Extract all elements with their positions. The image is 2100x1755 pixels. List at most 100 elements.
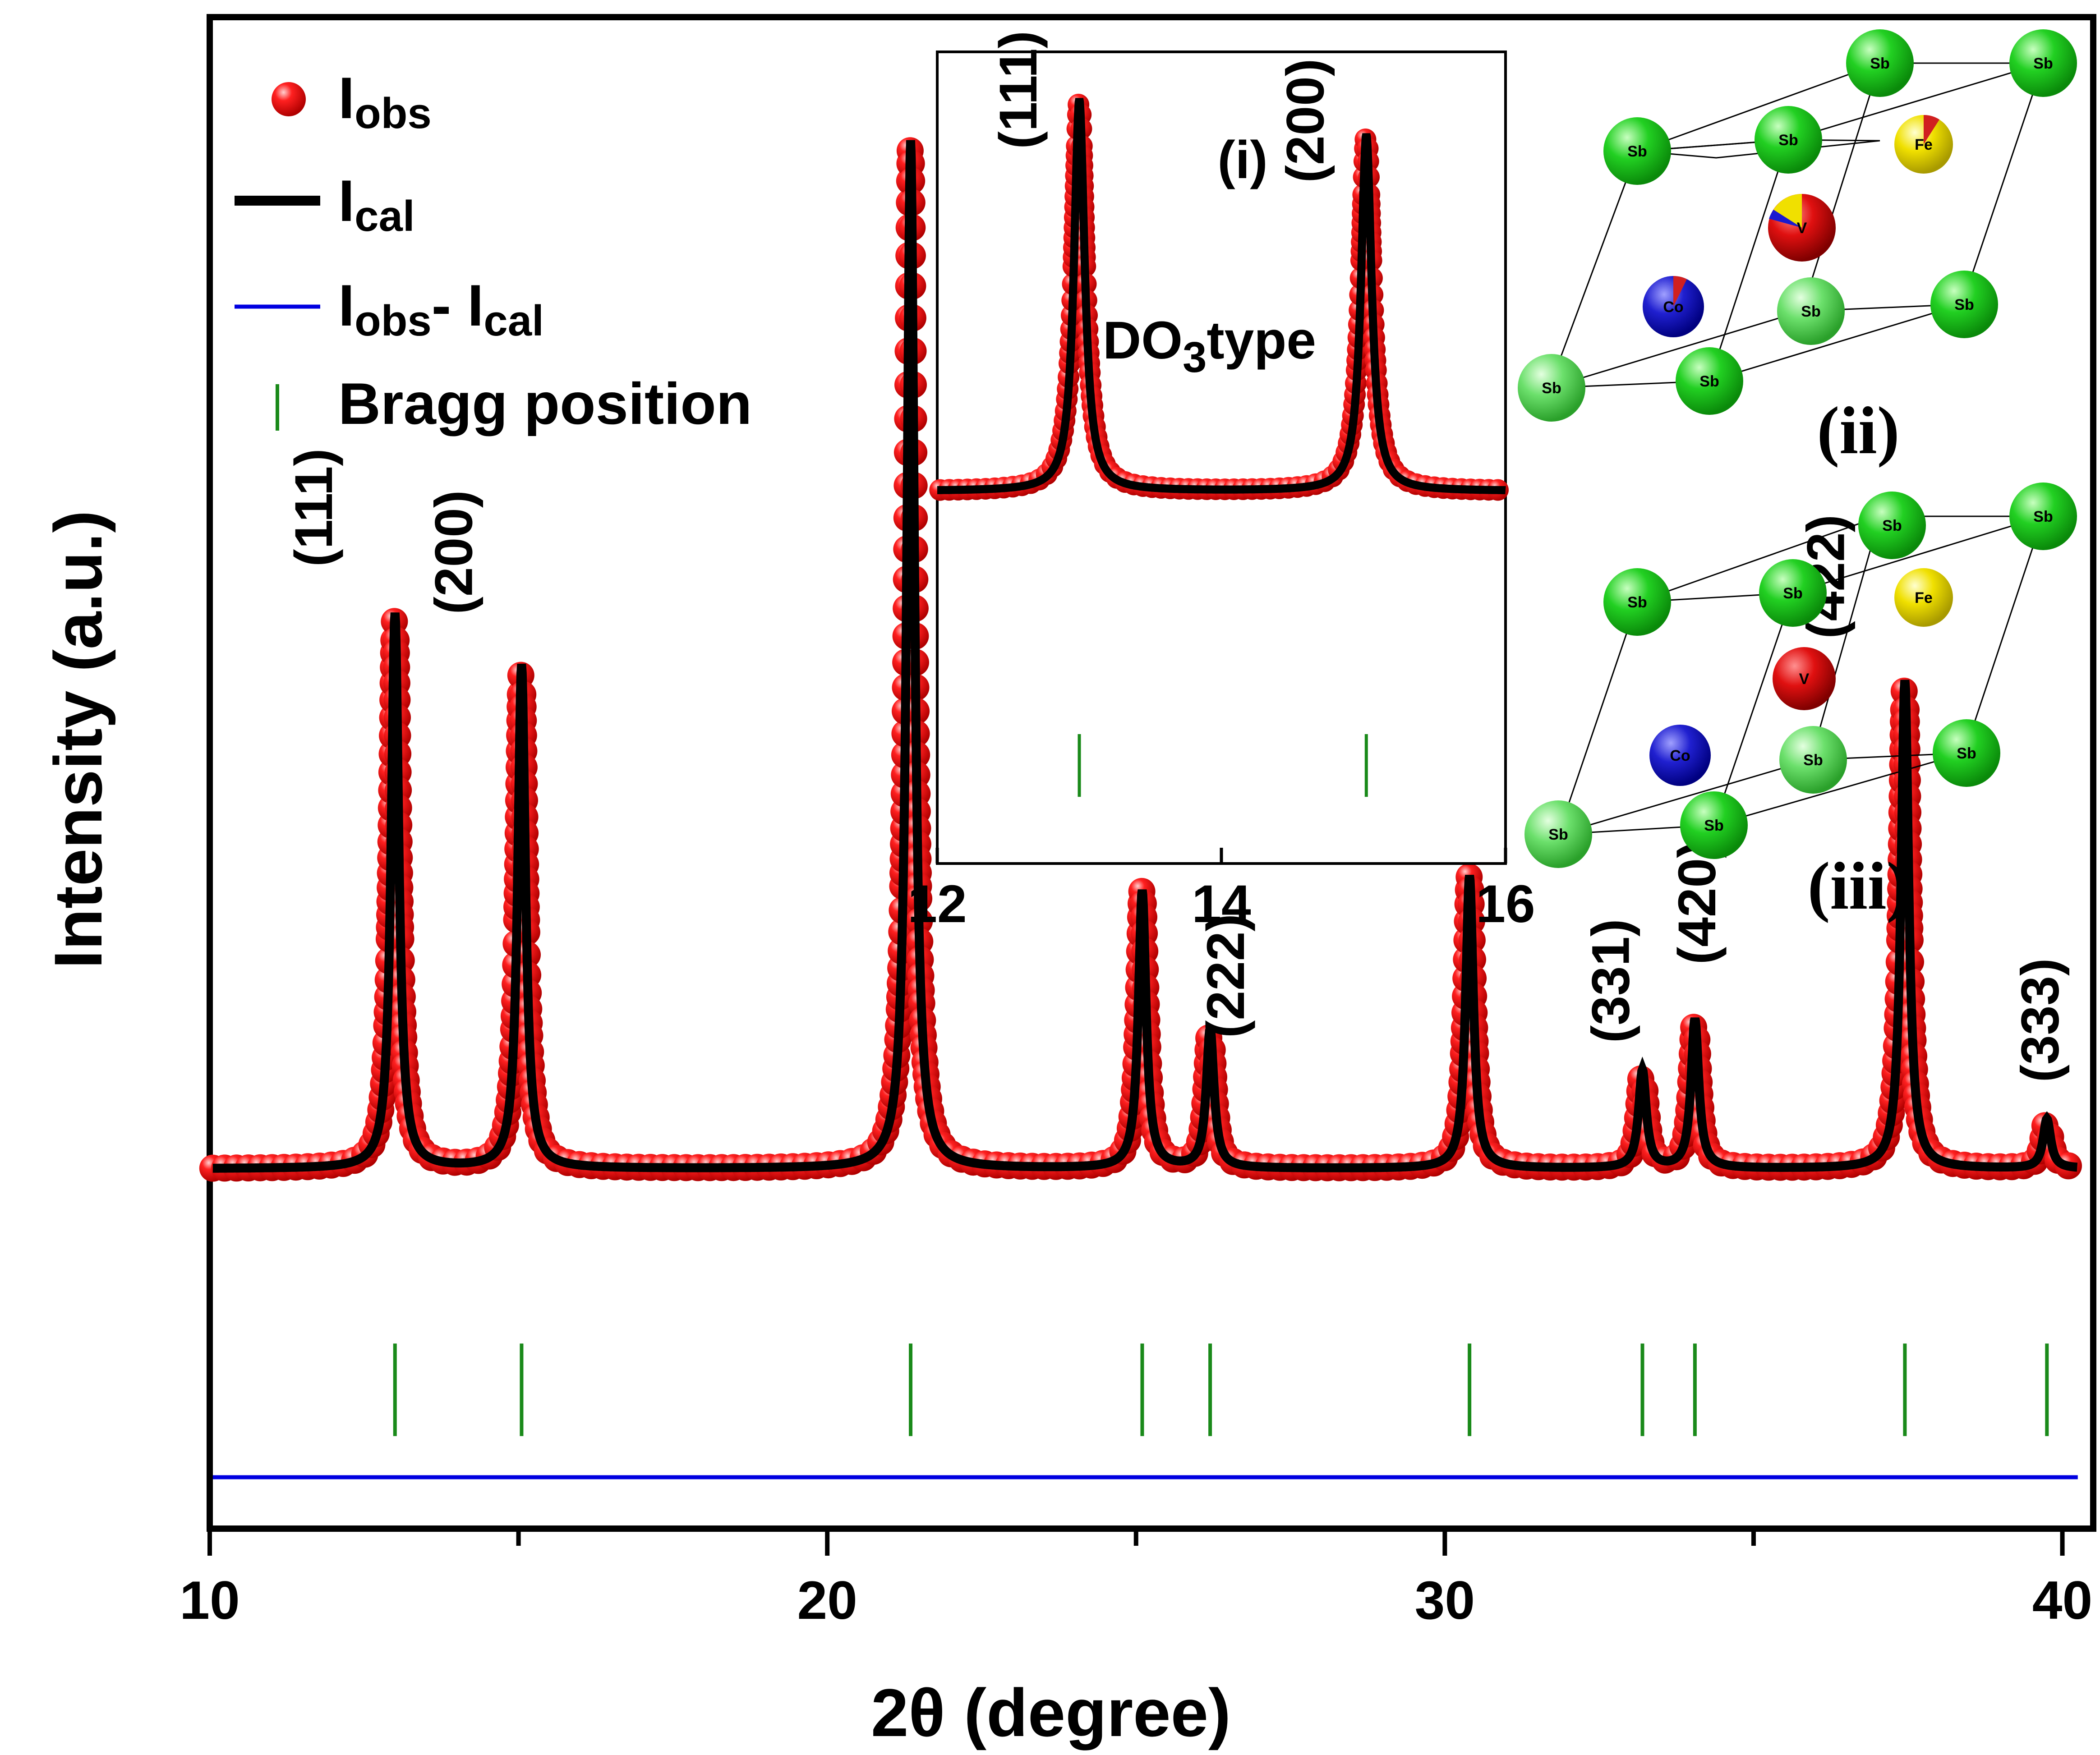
site-fraction-wedge-icon xyxy=(1924,115,1939,144)
inset-calculated-line xyxy=(937,98,1506,495)
peak-hkl-label: (333) xyxy=(2010,958,2070,1082)
atom-label: Sb xyxy=(1627,594,1647,611)
sphere-icon xyxy=(1894,568,1953,627)
atom-sb: Sb xyxy=(1680,791,1748,859)
peak-hkl-label: (111) xyxy=(284,448,344,566)
sphere-icon xyxy=(1676,347,1743,415)
inset-background xyxy=(937,52,1506,864)
sphere-icon xyxy=(1777,277,1845,345)
inset-panel: 12 14 16 (111) (200) (i) DO3type xyxy=(907,31,1535,934)
atom-label: Co xyxy=(1670,747,1690,764)
inset-panel-label: (i) xyxy=(1217,130,1267,190)
calculated-intensity-line xyxy=(212,140,2078,1173)
inset-x-axis: 12 14 16 xyxy=(907,848,1535,934)
sphere-icon xyxy=(1846,29,1914,97)
atom-label: Sb xyxy=(1783,585,1802,602)
atom-sb: Sb xyxy=(1930,271,1998,338)
atom-sb: Sb xyxy=(1676,347,1743,415)
x-axis-title: 2θ (degree) xyxy=(871,1675,1231,1750)
sphere-icon xyxy=(1518,354,1585,422)
legend: Iobs Ical Iobs- Ical Bragg position xyxy=(235,65,752,436)
peak-hkl-label: (420) xyxy=(1667,841,1727,965)
atom-label: Sb xyxy=(1954,296,1974,313)
legend-label-cal: Ical xyxy=(338,168,415,240)
atom-sb: Sb xyxy=(1846,29,1914,97)
legend-item-cal: Ical xyxy=(235,168,415,240)
atom-label: Sb xyxy=(1542,380,1561,397)
sphere-icon xyxy=(1773,647,1836,710)
atom-sb: Sb xyxy=(1858,492,1926,559)
peak-hkl-label: (331) xyxy=(1581,919,1641,1043)
atom-label: Sb xyxy=(1801,303,1820,320)
sphere-icon xyxy=(1603,117,1671,185)
atom-label: Sb xyxy=(2033,55,2053,72)
site-fraction-wedge-icon xyxy=(1769,210,1802,228)
atom-sb: Sb xyxy=(1759,559,1827,627)
x-tick-label: 40 xyxy=(2032,1570,2092,1631)
atom-label: Sb xyxy=(2033,508,2053,525)
inset-tick-label: 12 xyxy=(907,874,967,934)
inset-tick-label: 14 xyxy=(1192,874,1251,934)
atom-sb: Sb xyxy=(1518,354,1585,422)
sphere-icon xyxy=(1930,271,1998,338)
sphere-icon xyxy=(1603,568,1671,636)
inset-peak-hkl-label: (200) xyxy=(1276,59,1335,183)
atom-label: Sb xyxy=(1803,752,1823,769)
main-plot-frame xyxy=(207,14,2096,1532)
atom-label: Sb xyxy=(1778,132,1798,149)
legend-label-diff: Iobs- Ical xyxy=(338,272,544,345)
legend-item-bragg: Bragg position xyxy=(276,371,752,436)
sphere-icon xyxy=(1858,492,1926,559)
atom-sb: Sb xyxy=(1933,719,2000,787)
structure-label-ii: (ii) xyxy=(1817,393,1899,468)
atom-label: V xyxy=(1799,671,1810,688)
atom-label: V xyxy=(1797,220,1807,237)
x-tick-label: 30 xyxy=(1415,1570,1475,1631)
atom-label: Fe xyxy=(1915,136,1933,153)
site-fraction-wedge-icon xyxy=(1773,194,1802,228)
crystal-structure-iii: Sb Sb Sb Sb Fe V Co Sb Sb Sb Sb (iii) xyxy=(1524,482,2077,923)
sphere-icon xyxy=(2009,29,2077,97)
inset-peak-labels: (111) (200) xyxy=(989,31,1335,183)
x-tick-label: 20 xyxy=(797,1570,857,1631)
atom-label: Sb xyxy=(1699,373,1719,390)
unit-cell-edges xyxy=(1548,62,2044,389)
sphere-icon xyxy=(1755,106,1822,174)
y-axis-title: Intensity (a.u.) xyxy=(40,510,116,969)
sphere-icon xyxy=(1779,726,1847,794)
atom-label: Sb xyxy=(1957,745,1976,762)
sphere-icon xyxy=(2009,482,2077,550)
atom-sb: Sb xyxy=(1755,106,1822,174)
atom-label: Sb xyxy=(1627,143,1647,160)
atom-label: Sb xyxy=(1548,826,1568,843)
sphere-icon xyxy=(1933,719,2000,787)
peak-hkl-label: (200) xyxy=(424,490,484,614)
atom-label: Sb xyxy=(1870,55,1889,72)
site-fraction-wedge-icon xyxy=(1673,276,1687,307)
peak-hkl-label: (222) xyxy=(1196,914,1256,1038)
atom-sb: Sb xyxy=(1777,277,1845,345)
structure-label-iii: (iii) xyxy=(1808,849,1909,923)
crystal-structure-ii: Sb Sb Sb Sb Fe V Co Sb Sb Sb Sb (ii) xyxy=(1518,29,2077,468)
sphere-icon xyxy=(1524,800,1592,868)
sphere-marker-icon xyxy=(272,82,306,116)
atom-label: Fe xyxy=(1915,589,1933,606)
legend-label-bragg: Bragg position xyxy=(338,371,752,436)
sphere-icon xyxy=(1649,725,1711,786)
atom-label: Sb xyxy=(1704,817,1723,834)
x-axis: 10 20 30 40 xyxy=(180,1529,2092,1631)
x-tick-label: 10 xyxy=(180,1570,239,1631)
atom-sb: Sb xyxy=(1603,117,1671,185)
atom-sb: Sb xyxy=(2009,29,2077,97)
atom-fe: Fe xyxy=(1894,115,1953,174)
atom-co: Co xyxy=(1643,276,1704,337)
atom-co: Co xyxy=(1649,725,1711,786)
inset-bragg-ticks xyxy=(1078,734,1368,797)
atom-sb: Sb xyxy=(1779,726,1847,794)
legend-item-obs: Iobs xyxy=(272,65,432,138)
legend-label-obs: Iobs xyxy=(338,65,432,138)
legend-item-diff: Iobs- Ical xyxy=(235,272,544,345)
sphere-icon xyxy=(1759,559,1827,627)
atom-label: Sb xyxy=(1882,517,1902,534)
